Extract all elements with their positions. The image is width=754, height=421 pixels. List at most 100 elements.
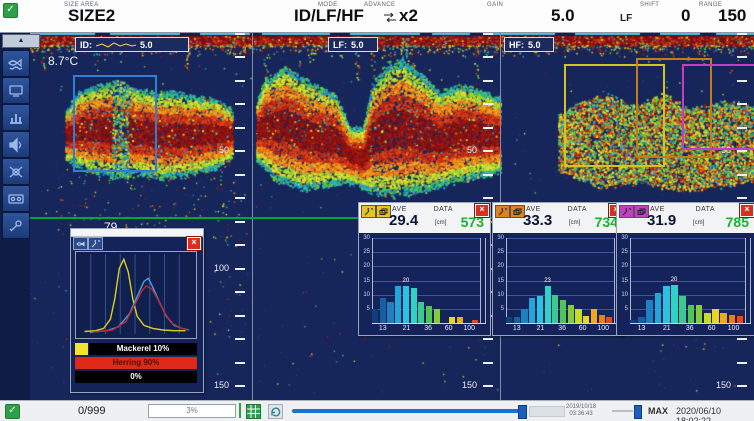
species-close-button[interactable]: × xyxy=(186,236,202,251)
bottom-bar: ✓ 0/999 3% 2019/10/18 03:36:43 MAX 2020/… xyxy=(0,400,754,421)
history-date: 2019/10/18 xyxy=(566,404,597,410)
histogram-frame xyxy=(745,238,746,323)
sidebar-button-settings[interactable] xyxy=(2,212,30,239)
mode-label: MODE xyxy=(318,2,338,8)
histogram-bar xyxy=(506,317,513,323)
speed-slider-handle[interactable] xyxy=(634,405,642,419)
depth-tick xyxy=(483,361,493,364)
histogram-ytick-label: 15 xyxy=(621,277,628,284)
histogram-bar xyxy=(456,317,464,323)
histogram-bar xyxy=(606,317,613,323)
sidebar-button-fish[interactable] xyxy=(2,50,30,77)
histogram-bar xyxy=(662,286,670,323)
histogram-frame xyxy=(372,238,373,323)
range-value[interactable]: 150 xyxy=(718,6,747,25)
depth-tick xyxy=(235,385,245,388)
depth-tick-label: 150 xyxy=(213,380,229,391)
sidebar-button-histogram[interactable] xyxy=(2,104,30,131)
hf-gain-box[interactable]: HF: 5.0 xyxy=(504,37,554,52)
ave-settings-button[interactable] xyxy=(619,205,634,218)
lf-gain-label: LF: xyxy=(333,39,347,50)
gain-channel-label: LF xyxy=(620,13,633,24)
size-area-box-orange[interactable] xyxy=(636,58,712,158)
ave-window-3-header[interactable]: AVE DATA 31.9 [cm] 785 × xyxy=(617,203,754,234)
depth-tick xyxy=(483,173,493,176)
ave-close-button[interactable]: × xyxy=(474,203,490,218)
histogram-xtick-label: 21 xyxy=(536,325,545,332)
histogram-xtick-label: 36 xyxy=(424,325,433,332)
gain-value[interactable]: 5.0 xyxy=(551,6,575,25)
histogram-gridline xyxy=(506,238,614,239)
histogram-bar xyxy=(552,294,559,323)
histogram-bar xyxy=(472,320,479,323)
ave-window-2-header[interactable]: AVE DATA 33.3 [cm] 734 × xyxy=(493,203,624,234)
advance-value[interactable]: x2 xyxy=(399,6,418,25)
histogram-bar xyxy=(736,315,744,323)
depth-tick xyxy=(737,33,747,35)
lf-gain-box[interactable]: LF: 5.0 xyxy=(328,37,378,52)
shift-value[interactable]: 0 xyxy=(681,6,691,25)
histogram-bar xyxy=(410,287,417,323)
depth-tick xyxy=(483,126,493,129)
lf-gain-value: 5.0 xyxy=(351,39,364,50)
depth-tick xyxy=(235,314,245,317)
depth-tick xyxy=(235,103,245,106)
playback-remaining-track[interactable] xyxy=(529,406,565,417)
sidebar-button-record[interactable] xyxy=(2,185,30,212)
size-area-box-blue[interactable] xyxy=(73,75,157,172)
histogram-ytick-label: 15 xyxy=(497,277,504,284)
ave-unit: [cm] xyxy=(569,220,581,226)
histogram-bar xyxy=(513,317,520,323)
windows-mini-icon xyxy=(637,208,646,215)
speed-slider-track[interactable] xyxy=(612,410,633,412)
sidebar-button-display[interactable] xyxy=(2,77,30,104)
size-area-box-magenta[interactable] xyxy=(682,64,754,150)
size-area-box-yellow[interactable] xyxy=(564,64,665,167)
ave-settings-button[interactable] xyxy=(495,205,510,218)
species-fish-button[interactable] xyxy=(73,237,88,250)
ave-window-button[interactable] xyxy=(376,205,391,218)
wrench-mini-icon xyxy=(364,207,373,215)
histogram-baseline xyxy=(372,323,486,324)
ave-unit: [cm] xyxy=(693,220,705,226)
depth-tick xyxy=(235,33,245,35)
ave-window-button[interactable] xyxy=(510,205,525,218)
pane-divider-1 xyxy=(252,32,253,400)
data-value: 573 xyxy=(460,214,484,230)
playback-scrollbar-handle[interactable] xyxy=(518,405,527,419)
species-window-titlebar[interactable] xyxy=(71,229,203,237)
histogram-bar xyxy=(728,314,736,323)
ave-close-button[interactable]: × xyxy=(739,203,754,218)
sidebar-collapse-button[interactable]: ▲ xyxy=(2,34,40,48)
species-settings-button[interactable] xyxy=(88,237,103,250)
depth-tick xyxy=(737,56,747,59)
id-gain-box[interactable]: ID: 5.0 xyxy=(75,37,189,52)
ave-settings-button[interactable] xyxy=(361,205,376,218)
ave-window-button[interactable] xyxy=(634,205,649,218)
size-area-value[interactable]: SIZE2 xyxy=(68,6,116,25)
bottom-checkbox-icon[interactable]: ✓ xyxy=(5,404,20,419)
ave-window-1-header[interactable]: AVE DATA 29.4 [cm] 573 × xyxy=(359,203,490,234)
top-checkbox-icon[interactable]: ✓ xyxy=(3,3,18,18)
sidebar-button-audio[interactable] xyxy=(2,131,30,158)
histogram-gridline xyxy=(630,266,745,268)
histogram-xtick-label: 100 xyxy=(597,325,610,332)
histogram-bar xyxy=(536,296,544,323)
histogram-gridline xyxy=(630,252,745,254)
grid-icon[interactable] xyxy=(246,404,261,419)
data-label: DATA xyxy=(567,206,587,213)
species-chart-svg xyxy=(84,254,189,334)
mode-value[interactable]: ID/LF/HF xyxy=(294,6,364,25)
refresh-icon[interactable] xyxy=(268,404,283,419)
histogram-ytick-label: 20 xyxy=(621,263,628,270)
hf-gain-value: 5.0 xyxy=(528,39,541,50)
depth-tick xyxy=(483,79,493,82)
sidebar-button-marks[interactable] xyxy=(2,158,30,185)
histogram-ytick-label: 5 xyxy=(624,305,628,312)
monitor-icon xyxy=(9,84,23,97)
id-ascope-squiggle-icon xyxy=(96,42,136,48)
depth-tick-label: 50 xyxy=(720,145,731,156)
depth-tick xyxy=(235,56,245,59)
playback-scrollbar-track[interactable] xyxy=(292,409,522,413)
depth-tick xyxy=(235,267,245,270)
